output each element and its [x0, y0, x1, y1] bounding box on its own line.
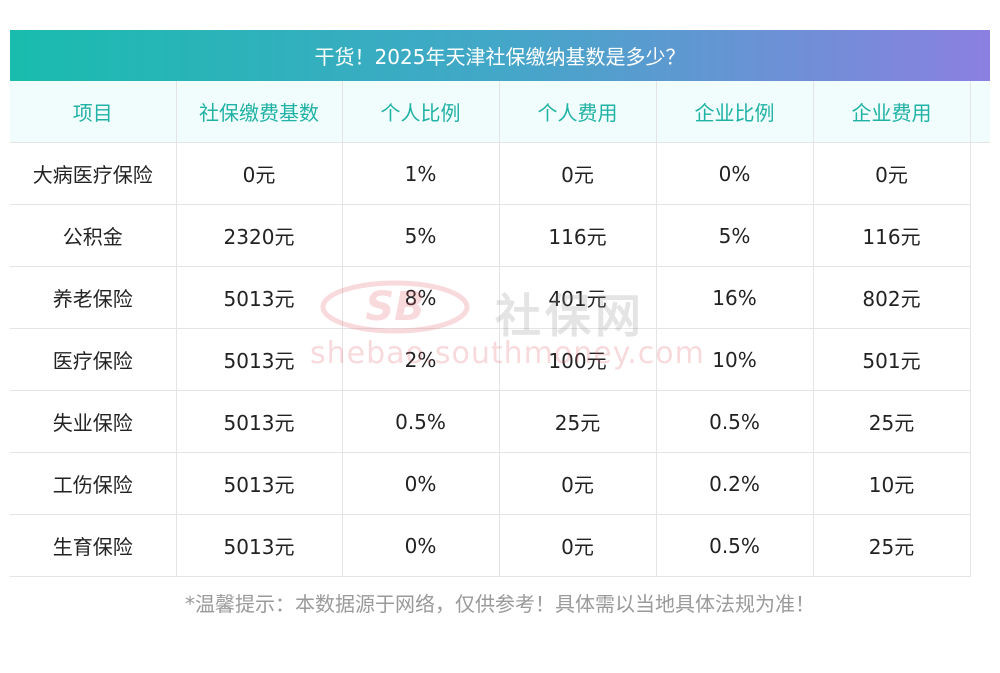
table-cell: 5013元	[176, 452, 343, 515]
table-cell: 0.5%	[656, 514, 814, 577]
row-label: 公积金	[10, 204, 177, 267]
header-filler	[970, 81, 990, 143]
row-filler	[970, 515, 990, 577]
row-filler	[970, 267, 990, 329]
table-cell: 5013元	[176, 266, 343, 329]
table-cell: 5013元	[176, 514, 343, 577]
page-title: 干货！2025年天津社保缴纳基数是多少？	[314, 45, 686, 69]
column-header: 企业费用	[813, 81, 971, 143]
row-filler	[970, 391, 990, 453]
table-cell: 10%	[656, 328, 814, 391]
column-header: 社保缴费基数	[176, 81, 343, 143]
row-label: 失业保险	[10, 390, 177, 453]
table-header-row: 项目 社保缴费基数 个人比例 个人费用 企业比例 企业费用	[10, 81, 990, 143]
social-insurance-table: 项目 社保缴费基数 个人比例 个人费用 企业比例 企业费用 大病医疗保险 0元 1%…	[10, 81, 990, 577]
table-cell: 0.5%	[656, 390, 814, 453]
table-row: 养老保险 5013元 8% 401元 16% 802元	[10, 266, 990, 329]
table-cell: 5%	[656, 204, 814, 267]
table-cell: 0.5%	[342, 390, 500, 453]
table-cell: 802元	[813, 266, 971, 329]
table-cell: 0元	[176, 142, 343, 205]
table-row: 生育保险 5013元 0% 0元 0.5% 25元	[10, 514, 990, 577]
table-cell: 0元	[813, 142, 971, 205]
table-cell: 0%	[342, 514, 500, 577]
table-cell: 5%	[342, 204, 500, 267]
row-label: 养老保险	[10, 266, 177, 329]
table-cell: 25元	[499, 390, 657, 453]
row-label: 医疗保险	[10, 328, 177, 391]
column-header: 企业比例	[656, 81, 814, 143]
table-cell: 1%	[342, 142, 500, 205]
table-cell: 25元	[813, 514, 971, 577]
row-filler	[970, 143, 990, 205]
row-label: 大病医疗保险	[10, 142, 177, 205]
table-cell: 5013元	[176, 328, 343, 391]
table-cell: 0%	[656, 142, 814, 205]
column-header: 个人比例	[342, 81, 500, 143]
table-cell: 0.2%	[656, 452, 814, 515]
row-filler	[970, 205, 990, 267]
table-cell: 100元	[499, 328, 657, 391]
row-label: 工伤保险	[10, 452, 177, 515]
table-cell: 116元	[813, 204, 971, 267]
table-cell: 25元	[813, 390, 971, 453]
table-cell: 501元	[813, 328, 971, 391]
table-row: 大病医疗保险 0元 1% 0元 0% 0元	[10, 142, 990, 205]
table-cell: 0元	[499, 452, 657, 515]
column-header: 项目	[10, 81, 177, 143]
table-cell: 0%	[342, 452, 500, 515]
table-row: 工伤保险 5013元 0% 0元 0.2% 10元	[10, 452, 990, 515]
table-cell: 16%	[656, 266, 814, 329]
disclaimer-note: *温馨提示：本数据源于网络，仅供参考！具体需以当地具体法规为准！	[185, 592, 815, 616]
table-cell: 8%	[342, 266, 500, 329]
table-cell: 5013元	[176, 390, 343, 453]
column-header: 个人费用	[499, 81, 657, 143]
row-filler	[970, 329, 990, 391]
row-label: 生育保险	[10, 514, 177, 577]
table-cell: 2%	[342, 328, 500, 391]
page-title-banner: 干货！2025年天津社保缴纳基数是多少？	[10, 30, 990, 81]
table-cell: 0元	[499, 142, 657, 205]
table-cell: 401元	[499, 266, 657, 329]
table-row: 公积金 2320元 5% 116元 5% 116元	[10, 204, 990, 267]
table-cell: 0元	[499, 514, 657, 577]
table-cell: 116元	[499, 204, 657, 267]
table-row: 医疗保险 5013元 2% 100元 10% 501元	[10, 328, 990, 391]
table-cell: 2320元	[176, 204, 343, 267]
table-cell: 10元	[813, 452, 971, 515]
row-filler	[970, 453, 990, 515]
table-row: 失业保险 5013元 0.5% 25元 0.5% 25元	[10, 390, 990, 453]
